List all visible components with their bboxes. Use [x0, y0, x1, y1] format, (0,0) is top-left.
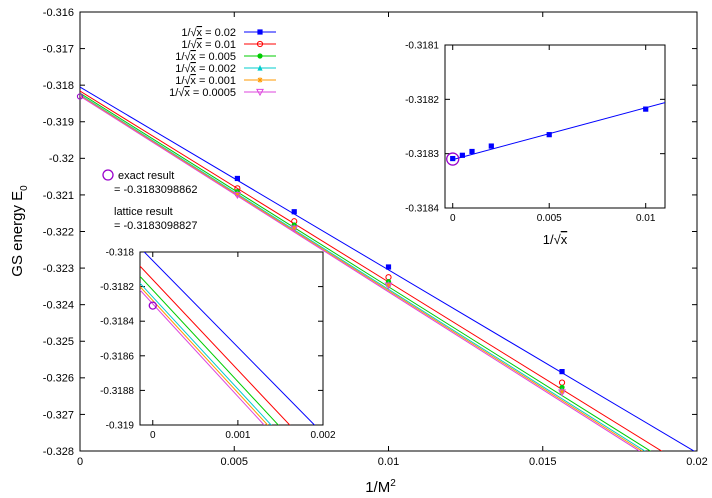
- series-point: [234, 191, 240, 197]
- series-line: [80, 95, 641, 451]
- series-point: [291, 209, 297, 215]
- main-x-tick-label: 0.015: [529, 456, 557, 468]
- inset2-series-group: [140, 252, 316, 425]
- inset2-series-line: [140, 289, 265, 425]
- inset1-point: [546, 132, 552, 138]
- series-line: [80, 94, 644, 451]
- inset2-y-tick-label: -0.319: [106, 421, 135, 432]
- series-point: [384, 282, 393, 290]
- legend-swatch-marker: [257, 29, 263, 35]
- legend-label: 1/√x = 0.0005: [169, 87, 236, 99]
- main-y-tick-label: -0.32: [49, 153, 74, 165]
- inset2-series-line: [140, 265, 291, 425]
- main-x-tick-label: 0: [77, 456, 83, 468]
- inset1-x-tick-label: 0.005: [537, 213, 562, 224]
- inset1-y-tick-label: -0.3181: [405, 41, 439, 52]
- inset1-point: [450, 155, 456, 162]
- main-y-tick-label: -0.326: [43, 373, 74, 385]
- inset1-y-tick-label: -0.3184: [405, 204, 439, 215]
- inset1-y-tick-label: -0.3183: [405, 149, 439, 160]
- series-point: [385, 264, 392, 270]
- main-x-tick-label: 0.02: [686, 456, 707, 468]
- inset2-series-line: [143, 252, 316, 425]
- inset2-x-tick-label: 0.002: [310, 430, 335, 441]
- inset2-series-line: [140, 282, 272, 425]
- series-line: [80, 86, 695, 451]
- inset1-fit-line: [452, 102, 665, 161]
- main-y-tick-label: -0.321: [43, 190, 74, 202]
- inset1-point: [643, 106, 649, 112]
- inset1-point: [469, 148, 475, 155]
- inset2-y-tick-label: -0.3184: [100, 317, 134, 328]
- legend-swatch-marker: [257, 64, 263, 71]
- inset1-frame: [444, 44, 666, 209]
- series-point: [385, 282, 392, 288]
- main-y-tick-label: -0.317: [43, 43, 74, 55]
- main-y-axis-label: GS energy E0: [9, 185, 30, 277]
- exact-result-marker: [102, 169, 114, 181]
- inset2-y-tick-label: -0.3186: [100, 351, 134, 362]
- exact-result-label: exact result: [118, 170, 174, 182]
- inset2-series-line: [140, 275, 279, 425]
- main-y-tick-label: -0.328: [43, 446, 74, 458]
- inset1-exact-point: [446, 152, 460, 166]
- inset2-exact-point: [148, 301, 157, 310]
- series-point: [234, 175, 240, 182]
- main-y-tick-label: -0.322: [43, 226, 74, 238]
- legend-label: 1/√x = 0.002: [175, 63, 236, 75]
- inset1-y-tick-label: -0.3182: [405, 95, 439, 106]
- inset2-y-tick-label: -0.318: [106, 248, 135, 259]
- annotation-block: exact result = -0.3183098862 lattice resul…: [102, 169, 198, 232]
- legend-swatch-marker: [256, 40, 264, 48]
- legend-swatch-marker: [256, 88, 264, 97]
- legend-swatch-marker: [257, 77, 263, 83]
- inset2-x-tick-label: 0: [150, 430, 156, 441]
- inset2-series-line: [140, 286, 269, 425]
- inset1-x-tick-label: 0.01: [636, 213, 656, 224]
- series-point: [559, 369, 565, 375]
- inset1-series-group: [450, 102, 665, 162]
- series-point: [290, 225, 299, 233]
- main-y-tick-label: -0.319: [43, 117, 74, 129]
- exact-result-value: = -0.3183098862: [114, 184, 198, 196]
- main-y-tick-label: -0.325: [43, 336, 74, 348]
- main-x-tick-label: 0.005: [220, 456, 248, 468]
- inset2-y-tick-label: -0.3188: [100, 386, 134, 397]
- inset-top-right: 0 0.005 0.01 -0.3184 -0.3183 -0.3182 -0.3181 1/…: [405, 41, 666, 247]
- series-point: [558, 389, 566, 397]
- inset1-point: [488, 143, 494, 149]
- main-x-tick-label: 0.01: [378, 456, 399, 468]
- main-x-axis-label: 1/M2: [365, 478, 396, 496]
- main-y-tick-label: -0.316: [43, 7, 74, 19]
- inset1-x-tick-label: 0: [450, 213, 456, 224]
- lattice-result-value: = -0.3183098827: [114, 220, 198, 232]
- legend-label: 1/√x = 0.01: [181, 39, 236, 51]
- main-y-tick-label: -0.327: [43, 409, 74, 421]
- inset2-y-tick-label: -0.3182: [100, 282, 134, 293]
- inset1-point: [459, 152, 465, 158]
- legend-label: 1/√x = 0.001: [175, 75, 236, 87]
- legend-swatch-marker: [257, 53, 263, 59]
- exact-point: [76, 93, 84, 100]
- legend-label: 1/√x = 0.02: [181, 27, 236, 39]
- main-series-group: [80, 86, 695, 451]
- main-y-tick-label: -0.323: [43, 263, 74, 275]
- inset1-x-axis-label: 1/√x: [543, 232, 568, 247]
- inset2-frame: [139, 251, 324, 426]
- series-point: [559, 388, 565, 394]
- main-y-tick-label: -0.318: [43, 80, 74, 92]
- series-point: [233, 191, 242, 200]
- inset2-x-tick-label: 0.001: [225, 430, 250, 441]
- main-y-tick-label: -0.324: [43, 300, 74, 312]
- series-point: [291, 225, 297, 231]
- lattice-result-label: lattice result: [114, 206, 173, 218]
- inset-bottom-left: 0 0.001 0.002 -0.319 -0.3188 -0.3186 -0.3184 -0…: [100, 248, 336, 442]
- legend-label: 1/√x = 0.005: [175, 51, 236, 63]
